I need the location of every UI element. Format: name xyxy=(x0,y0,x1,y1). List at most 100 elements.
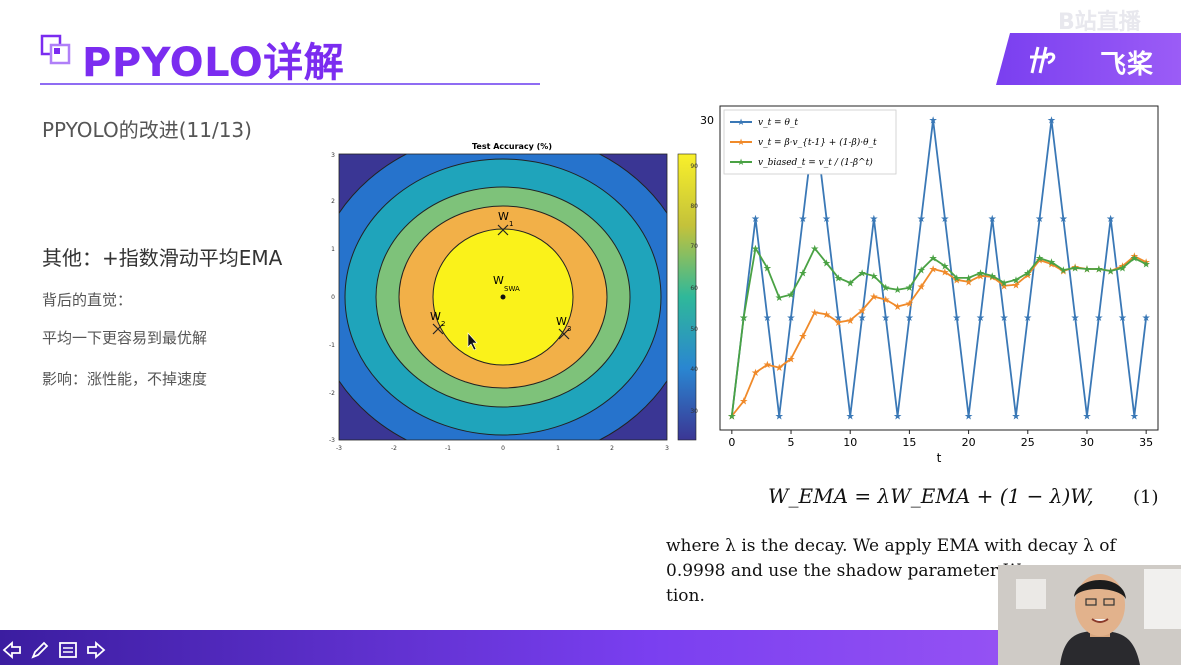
title-underline xyxy=(40,83,540,85)
formula-number: (1) xyxy=(1133,487,1159,508)
series-1-point: ★ xyxy=(751,214,760,225)
w1-sub: 1 xyxy=(509,220,513,228)
series-3-point: ★ xyxy=(1059,265,1068,276)
colorbar-ticks: 90 80 70 60 50 40 30 xyxy=(690,163,698,415)
svg-text:-2: -2 xyxy=(391,445,397,452)
series-2-point: ★ xyxy=(727,412,736,423)
section-title: 其他：+指数滑动平均EMA xyxy=(42,246,283,270)
w1-marker xyxy=(497,224,509,236)
series-1-point: ★ xyxy=(846,412,855,423)
series-3-point: ★ xyxy=(869,271,878,282)
series-1-point: ★ xyxy=(763,313,772,324)
series-2-point: ★ xyxy=(1059,266,1068,277)
series-1-point: ★ xyxy=(1059,214,1068,225)
logo-text: 飞桨 xyxy=(1100,50,1155,80)
series-1-point: ★ xyxy=(834,313,843,324)
series-3-point: ★ xyxy=(881,283,890,294)
x-tick-label: 25 xyxy=(1021,436,1035,449)
x-tick-label: 20 xyxy=(962,436,976,449)
w1-label: W xyxy=(498,210,509,223)
series-2-point: ★ xyxy=(763,360,772,371)
series-2-point: ★ xyxy=(905,299,914,310)
wswa-marker xyxy=(500,294,506,300)
paper-line-1: where λ is the decay. We apply EMA with … xyxy=(666,536,1116,556)
svg-text:-1: -1 xyxy=(329,342,335,349)
paddle-logo-banner xyxy=(996,33,1181,85)
series-2-point: ★ xyxy=(929,264,938,275)
paper-line-2: 0.9998 and use the shadow parameter W xyxy=(666,561,1021,581)
svg-text:2: 2 xyxy=(331,198,335,205)
contour-field xyxy=(339,154,667,440)
svg-text:-3: -3 xyxy=(336,445,342,452)
x-tick-label: 0 xyxy=(728,436,735,449)
series-3-point: ★ xyxy=(976,268,985,279)
watermark: B站直播 xyxy=(1058,10,1141,35)
w2-sub: 2 xyxy=(441,320,445,328)
series-1-point: ★ xyxy=(940,214,949,225)
series-3-point: ★ xyxy=(1000,278,1009,289)
series-2-point: ★ xyxy=(940,267,949,278)
presentation-toolbar xyxy=(0,638,108,666)
menu-button[interactable] xyxy=(56,638,80,662)
ema-line-chart: 0 5 10 15 20 25 30 35 30 ★★★★★★★ ★★★★★★★★★★★★★★★… xyxy=(700,105,1159,465)
wswa-sub: SWA xyxy=(504,285,520,293)
series-1-point: ★ xyxy=(929,116,938,127)
series-1-point: ★ xyxy=(1023,313,1032,324)
bullet-intuition: 背后的直觉： xyxy=(42,291,133,309)
series-3-point: ★ xyxy=(893,285,902,296)
series-2-point: ★ xyxy=(1082,264,1091,275)
series-3-point: ★ xyxy=(1118,264,1127,275)
series-2-point: ★ xyxy=(917,282,926,293)
w2-marker xyxy=(432,323,444,335)
series-1-point: ★ xyxy=(1047,116,1056,127)
series-1-point: ★ xyxy=(893,412,902,423)
svg-text:-3: -3 xyxy=(329,437,335,444)
series-2-point: ★ xyxy=(1023,270,1032,281)
x-axis-label: t xyxy=(937,451,942,465)
series-3-point: ★ xyxy=(988,271,997,282)
pen-icon xyxy=(31,641,49,659)
series-2-point: ★ xyxy=(1106,266,1115,277)
x-tick-label: 15 xyxy=(902,436,916,449)
series-3-point: ★ xyxy=(1035,254,1044,265)
series-3-point: ★ xyxy=(952,273,961,284)
w3-label: W xyxy=(556,315,567,328)
next-slide-button[interactable] xyxy=(84,638,108,662)
mouse-cursor-icon xyxy=(467,332,478,351)
series-1-point: ★ xyxy=(976,313,985,324)
paddle-icon xyxy=(1030,46,1056,74)
series-2-point: ★ xyxy=(988,272,997,283)
contour-y-ticks: 3 2 1 0 -1 -2 -3 xyxy=(329,152,335,444)
series-3-point: ★ xyxy=(1023,268,1032,279)
series-3-point: ★ xyxy=(798,268,807,279)
series-3-point: ★ xyxy=(787,290,796,301)
series-1-point: ★ xyxy=(858,313,867,324)
series-3-point: ★ xyxy=(834,273,843,284)
svg-text:3: 3 xyxy=(331,152,335,159)
series-1-point: ★ xyxy=(917,214,926,225)
series-2-point: ★ xyxy=(952,275,961,286)
series-2-point: ★ xyxy=(869,292,878,303)
series-1-point: ★ xyxy=(1035,214,1044,225)
bottom-bar xyxy=(0,630,1181,665)
svg-text:70: 70 xyxy=(690,243,698,250)
series-3-point: ★ xyxy=(810,244,819,255)
svg-text:0: 0 xyxy=(501,445,505,452)
series-3-point: ★ xyxy=(929,254,938,265)
x-tick-label: 5 xyxy=(788,436,795,449)
paper-line-3: tion. xyxy=(666,586,705,606)
prev-slide-button[interactable] xyxy=(0,638,24,662)
x-axis-ticks: 0 5 10 15 20 25 30 35 xyxy=(728,430,1153,449)
series-2-point: ★ xyxy=(846,316,855,327)
subtitle: PPYOLO的改进(11/13) xyxy=(42,118,252,142)
series-1-point: ★ xyxy=(1071,313,1080,324)
pen-tool-button[interactable] xyxy=(28,638,52,662)
x-tick-label: 10 xyxy=(843,436,857,449)
contour-title: Test Accuracy (%) xyxy=(472,142,552,151)
bullet-effect: 影响：涨性能，不掉速度 xyxy=(42,370,208,388)
series-1-point: ★ xyxy=(869,214,878,225)
series-1-point: ★ xyxy=(905,313,914,324)
series-1-point: ★ xyxy=(1106,214,1115,225)
series-3-point: ★ xyxy=(917,265,926,276)
svg-text:★: ★ xyxy=(737,158,745,168)
